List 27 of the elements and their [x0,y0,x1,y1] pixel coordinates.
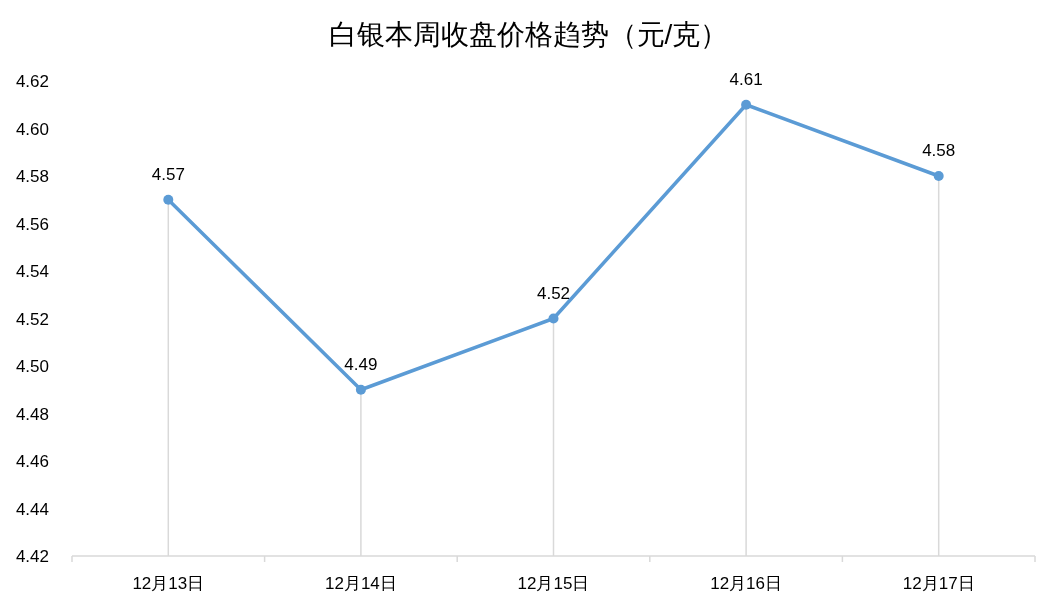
x-tick-label: 12月13日 [132,573,205,593]
y-tick-label: 4.54 [15,261,49,281]
y-tick-label: 4.60 [15,119,49,138]
point [741,99,752,110]
data-label: 4.52 [536,283,571,303]
y-tick-label: 4.52 [15,309,49,328]
y-tick-label: 4.62 [15,71,49,91]
x-tick-label: 12月16日 [710,573,783,593]
point [355,384,366,395]
y-tick-label: 4.50 [15,356,49,376]
y-tick-label: 4.46 [15,451,49,471]
y-tick-label: 4.44 [15,499,49,518]
y-tick-label: 4.48 [15,404,49,423]
y-tick-label: 4.42 [15,546,49,566]
y-tick-label: 4.58 [15,166,49,186]
x-tick-label: 12月14日 [324,573,397,593]
point [163,194,174,205]
data-label: 4.58 [922,141,956,160]
chart-title: 白银本周收盘价格趋势（元/克） [328,19,729,50]
x-tick-label: 12月15日 [517,573,590,593]
data-label: 4.57 [151,164,185,184]
data-label: 4.61 [729,69,763,89]
point [933,171,944,181]
y-tick-label: 4.56 [15,214,49,233]
point [548,313,559,324]
x-tick-label: 12月17日 [902,573,975,593]
data-label: 4.49 [344,354,378,374]
